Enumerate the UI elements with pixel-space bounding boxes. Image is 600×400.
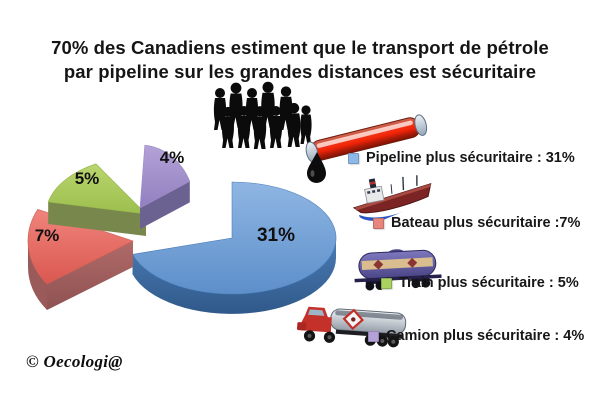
pie-slice-bateau	[27, 208, 134, 310]
pie-slice-train	[47, 163, 147, 236]
legend-marker-camion	[368, 330, 379, 342]
copyright-credit: © Oecologi@	[26, 352, 123, 371]
legend-label-train: Train plus sécuritaire : 5%	[399, 275, 579, 291]
chart-title: 70% des Canadiens estiment que le transp…	[0, 36, 600, 85]
train-icon	[354, 249, 442, 291]
legend-item-camion: Camion plus sécuritaire : 4%	[368, 326, 584, 346]
legend-item-bateau: Bateau plus sécuritaire :7%	[373, 213, 580, 233]
pie-label-camion: 4%	[160, 148, 185, 167]
pipeline-icon	[305, 114, 428, 184]
legend-item-train: Train plus sécuritaire : 5%	[381, 273, 579, 293]
legend-marker-train	[381, 277, 392, 289]
pie-label-pipeline: 31%	[257, 225, 295, 246]
legend-label-camion: Camion plus sécuritaire : 4%	[386, 328, 585, 344]
ship-icon	[352, 175, 432, 221]
pie-slice-camion	[139, 144, 191, 229]
legend-item-pipeline: Pipeline plus sécuritaire : 31%	[348, 148, 575, 168]
crowd-of-people-icon	[213, 81, 312, 149]
legend-marker-pipeline	[348, 152, 359, 164]
legend-marker-bateau	[373, 217, 384, 229]
legend-label-bateau: Bateau plus sécuritaire :7%	[391, 215, 581, 231]
oil-drop-icon	[307, 152, 326, 184]
chart-title-line2: par pipeline sur les grandes distances e…	[63, 61, 537, 83]
pie-label-bateau: 7%	[35, 226, 60, 245]
chart-title-line1: 70% des Canadiens estiment que le transp…	[51, 37, 549, 58]
pie-slice-pipeline	[132, 181, 337, 314]
pie-label-train: 5%	[75, 169, 100, 188]
legend-label-pipeline: Pipeline plus sécuritaire : 31%	[366, 150, 575, 166]
